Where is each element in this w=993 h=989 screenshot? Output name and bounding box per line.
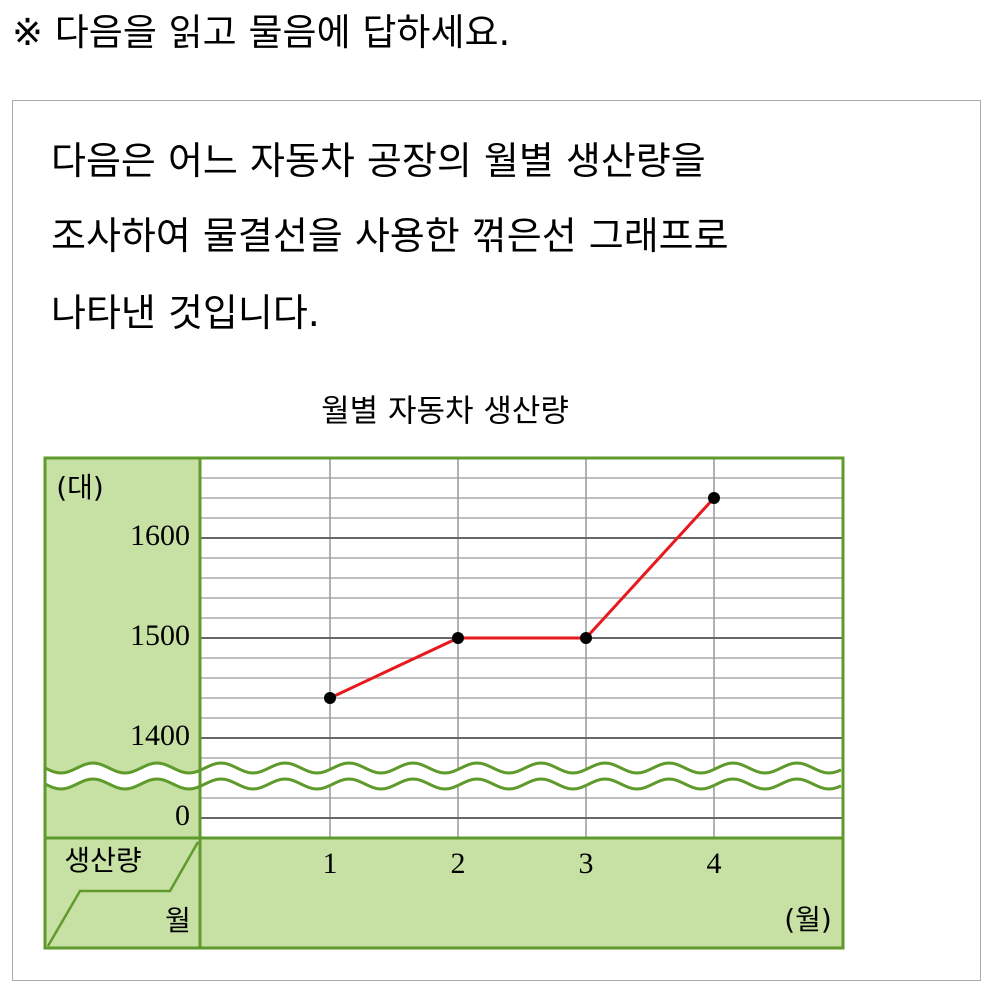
instruction: ※ 다음을 읽고 물음에 답하세요. xyxy=(12,11,511,54)
y-tick-label: 1600 xyxy=(130,519,190,552)
data-point xyxy=(580,632,592,644)
corner-label: 월 xyxy=(165,904,191,937)
data-point xyxy=(324,692,336,704)
passage-line: 조사하여 물결선을 사용한 꺾은선 그래프로 xyxy=(51,214,729,258)
passage-line: 나타낸 것입니다. xyxy=(51,291,320,335)
x-tick-label: 4 xyxy=(707,847,722,880)
y-tick-label: 0 xyxy=(175,799,190,832)
break-wave xyxy=(44,777,842,791)
question-box: 다음은 어느 자동차 공장의 월별 생산량을 조사하여 물결선을 사용한 꺾은선… xyxy=(12,100,981,981)
x-unit: (월) xyxy=(784,903,832,936)
chart-title: 월별 자동차 생산량 xyxy=(321,394,569,430)
break-gap xyxy=(45,763,841,789)
frame xyxy=(43,456,845,950)
data-point xyxy=(708,492,720,504)
y-tick-label: 1500 xyxy=(130,619,190,652)
y-tick-label: 1400 xyxy=(130,719,190,752)
data-line xyxy=(329,496,716,700)
corner-label: 생산량 xyxy=(64,844,141,877)
break-wave xyxy=(44,761,842,775)
data-point xyxy=(452,632,464,644)
x-tick-label: 1 xyxy=(323,847,338,880)
y-unit: (대) xyxy=(56,471,104,504)
corner-divider xyxy=(46,841,200,947)
passage-line: 다음은 어느 자동차 공장의 월별 생산량을 xyxy=(51,139,706,183)
x-tick-label: 2 xyxy=(451,847,466,880)
x-tick-label: 3 xyxy=(579,847,594,880)
